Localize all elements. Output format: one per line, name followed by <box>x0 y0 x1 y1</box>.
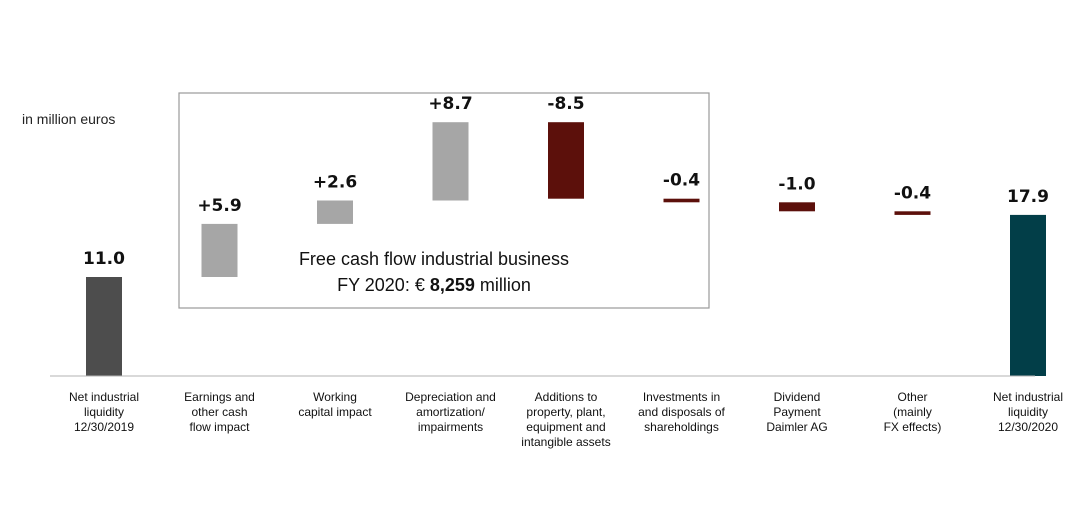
bars-group <box>86 122 1046 376</box>
category-label-line: Working <box>313 390 357 404</box>
bar-4 <box>548 122 584 199</box>
category-label-7: Other (mainly FX effects) <box>884 390 942 434</box>
category-label-line: intangible assets <box>521 435 610 449</box>
value-label-8: 17.9 <box>1007 187 1049 207</box>
category-label-line: liquidity <box>84 405 124 419</box>
bar-6 <box>779 202 815 212</box>
category-label-line: impairments <box>418 420 483 434</box>
box-subtitle: FY 2020: € 8,259 million <box>337 275 531 295</box>
category-label-line: property, plant, <box>526 405 605 419</box>
category-label-3: Depreciation and amortization/impairments <box>405 390 496 434</box>
value-label-1: +5.9 <box>197 196 241 216</box>
category-label-line: Payment <box>773 405 821 419</box>
category-label-line: flow impact <box>189 420 250 434</box>
value-labels-group: 11.0 +5.9 +2.6 +8.7 -8.5 -0.4 -1.0 -0.4 17.9 <box>83 94 1049 269</box>
category-label-line: capital impact <box>298 405 372 419</box>
category-label-line: Investments in <box>643 390 720 404</box>
bar-5 <box>663 198 700 203</box>
value-label-7: -0.4 <box>894 183 931 203</box>
category-label-5: Investments in and disposals of shareholdi… <box>638 390 725 434</box>
category-label-line: amortization/ <box>416 405 485 419</box>
bar-7 <box>894 211 931 215</box>
category-label-line: Earnings and <box>184 390 255 404</box>
box-subtitle-prefix: FY 2020: € <box>337 275 430 295</box>
box-title: Free cash flow industrial business <box>299 249 569 269</box>
free-cash-flow-box <box>178 92 710 309</box>
value-label-5: -0.4 <box>663 171 700 191</box>
bar-0 <box>86 277 122 376</box>
box-subtitle-suffix: million <box>475 275 531 295</box>
box-subtitle-value: 8,259 <box>430 275 475 295</box>
bar-2 <box>317 200 353 224</box>
category-label-line: Dividend <box>774 390 821 404</box>
category-label-4: Additions to property, plant, equipment an… <box>521 390 610 449</box>
category-label-0: Net industrial liquidity 12/30/2019 <box>69 390 139 434</box>
category-label-line: Net industrial <box>69 390 139 404</box>
category-label-line: Depreciation and <box>405 390 496 404</box>
category-label-line: Other <box>897 390 927 404</box>
bar-3 <box>432 122 469 201</box>
category-label-line: equipment and <box>526 420 605 434</box>
category-label-line: other cash <box>191 405 247 419</box>
category-label-1: Earnings and other cash flow impact <box>184 390 255 434</box>
category-label-line: 12/30/2019 <box>74 420 134 434</box>
category-label-line: liquidity <box>1008 405 1048 419</box>
category-label-line: Net industrial <box>993 390 1063 404</box>
value-label-4: -8.5 <box>547 94 584 114</box>
category-label-line: Additions to <box>535 390 598 404</box>
bar-1 <box>201 223 238 277</box>
value-label-6: -1.0 <box>778 174 815 194</box>
category-label-line: Daimler AG <box>766 420 827 434</box>
category-label-8: Net industrial liquidity 12/30/2020 <box>993 390 1063 434</box>
bar-8 <box>1010 214 1046 376</box>
category-label-2: Working capital impact <box>298 390 372 419</box>
value-label-0: 11.0 <box>83 249 125 269</box>
category-label-line: 12/30/2020 <box>998 420 1058 434</box>
unit-label: in million euros <box>22 111 115 127</box>
value-label-3: +8.7 <box>428 94 472 114</box>
category-label-line: shareholdings <box>644 420 719 434</box>
category-label-line: (mainly <box>893 405 932 419</box>
category-label-6: Dividend Payment Daimler AG <box>766 390 827 434</box>
value-label-2: +2.6 <box>313 173 357 193</box>
category-label-line: FX effects) <box>884 420 942 434</box>
category-label-line: and disposals of <box>638 405 725 419</box>
category-labels-group: Net industrial liquidity 12/30/2019Earning… <box>69 390 1063 449</box>
